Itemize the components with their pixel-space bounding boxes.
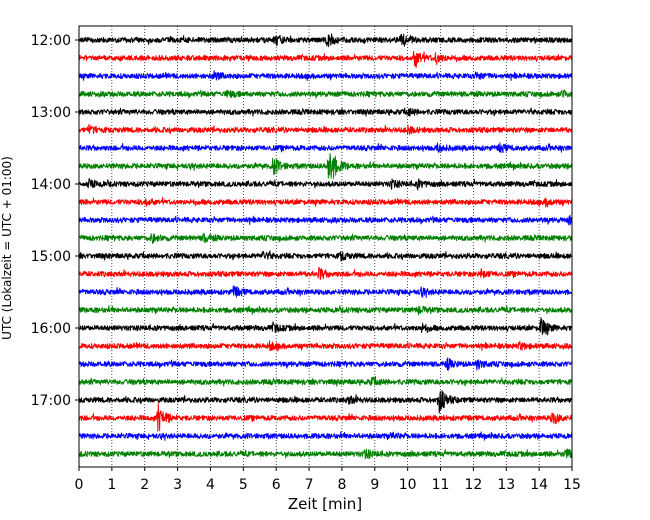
- y-tick-label: 12:00: [31, 33, 71, 49]
- x-tick-label: 5: [239, 477, 248, 493]
- trace-row: [78, 177, 573, 191]
- x-tick-label: 0: [75, 477, 84, 493]
- trace-row: [78, 448, 573, 460]
- trace-row: [78, 402, 573, 432]
- trace-row: [78, 214, 573, 226]
- y-tick-label: 16:00: [31, 321, 71, 337]
- x-tick-label: 3: [173, 477, 182, 493]
- plot-frame: [78, 25, 573, 468]
- trace-row: [78, 89, 573, 99]
- trace-row: [78, 70, 573, 82]
- x-tick-label: 14: [530, 477, 548, 493]
- y-tick-label: 14:00: [31, 177, 71, 193]
- y-tick-label: 15:00: [31, 249, 71, 265]
- trace-row: [78, 232, 573, 244]
- seismic-traces: [78, 33, 573, 460]
- trace-row: [78, 340, 573, 352]
- trace-row: [78, 305, 573, 316]
- x-tick-label: 15: [563, 477, 581, 493]
- trace-row: [78, 107, 573, 117]
- x-tick-label: 8: [337, 477, 346, 493]
- x-tick-label: 6: [272, 477, 281, 493]
- trace-row: [78, 285, 573, 298]
- trace-row: [78, 33, 573, 48]
- x-axis-ticks: 0 1 2 3 4 5 6 7 8 9 10 11 12 13 14 15: [75, 467, 581, 493]
- y-axis-label: UTC (Lokalzeit = UTC + 01:00): [0, 156, 14, 340]
- x-axis-label: Zeit [min]: [288, 495, 362, 513]
- trace-row: [78, 266, 573, 280]
- trace-row: [78, 390, 573, 414]
- y-tick-label: 17:00: [31, 393, 71, 409]
- x-tick-label: 1: [107, 477, 116, 493]
- x-tick-label: 11: [432, 477, 450, 493]
- trace-row: [78, 250, 573, 262]
- x-tick-label: 13: [497, 477, 515, 493]
- x-tick-label: 10: [399, 477, 417, 493]
- trace-row: [78, 196, 573, 208]
- x-tick-label: 4: [206, 477, 215, 493]
- trace-row: [78, 317, 573, 336]
- y-axis-ticks: 12:00 13:00 14:00 15:00 16:00 17:00: [31, 33, 79, 409]
- trace-row: [78, 431, 573, 441]
- trace-row: [78, 50, 573, 68]
- trace-row: [78, 123, 573, 135]
- x-tick-label: 2: [140, 477, 149, 493]
- x-tick-label: 12: [464, 477, 482, 493]
- trace-row: [78, 375, 573, 387]
- x-tick-label: 9: [370, 477, 379, 493]
- y-tick-label: 13:00: [31, 105, 71, 121]
- trace-row: [78, 357, 573, 372]
- trace-row: [78, 142, 573, 154]
- trace-row: [78, 153, 573, 179]
- x-tick-label: 7: [305, 477, 314, 493]
